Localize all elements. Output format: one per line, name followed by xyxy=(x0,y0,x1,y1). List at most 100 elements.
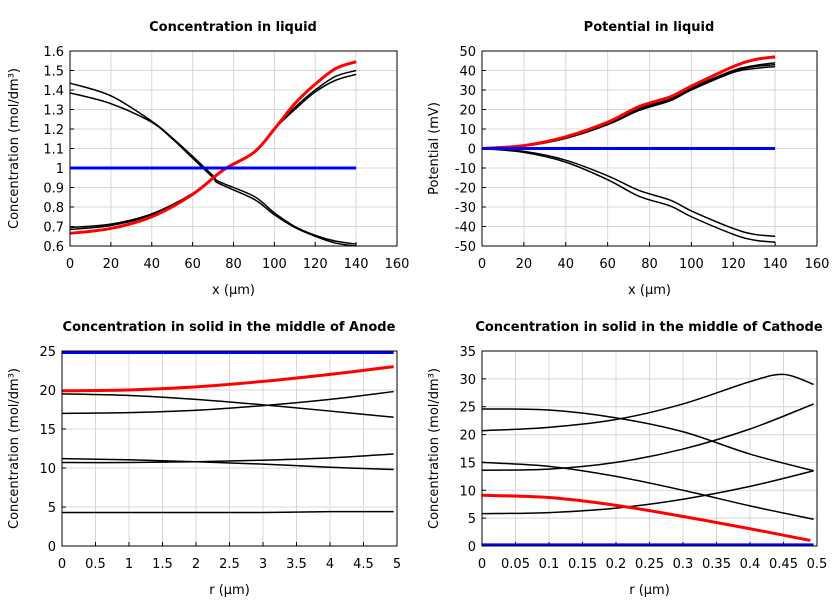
series-line-1 xyxy=(69,82,357,245)
plot-frame xyxy=(481,350,818,547)
x-tick-label: 3.5 xyxy=(286,557,307,572)
x-tick-label: 0 xyxy=(66,257,74,272)
y-tick-label: -50 xyxy=(455,240,476,255)
plot-frame xyxy=(481,50,818,247)
y-tick-label: 10 xyxy=(39,462,56,477)
series-line-4 xyxy=(61,453,394,464)
x-tick-label: 20 xyxy=(103,257,120,272)
y-axis-label: Concentration (mol/dm³) xyxy=(427,368,442,529)
x-tick-label: 100 xyxy=(262,257,287,272)
y-tick-label: 1.6 xyxy=(43,45,64,60)
y-tick-label: 30 xyxy=(459,84,476,99)
x-tick-label: 120 xyxy=(303,257,328,272)
series-line-5 xyxy=(481,147,776,243)
y-tick-label: 15 xyxy=(459,456,476,471)
x-tick-label: 60 xyxy=(184,257,201,272)
x-tick-label: 3 xyxy=(259,557,267,572)
x-tick-label: 0.25 xyxy=(635,557,664,572)
chart-title: Potential in liquid xyxy=(584,20,715,35)
subplot-3: Concentration in solid in the middle of … xyxy=(7,320,401,598)
y-tick-label: 1.5 xyxy=(43,65,64,80)
y-tick-label: 10 xyxy=(459,123,476,138)
y-tick-label: 40 xyxy=(459,65,476,80)
series-line-6 xyxy=(481,493,811,542)
x-tick-label: 80 xyxy=(225,257,242,272)
x-tick-label: 0.1 xyxy=(539,557,560,572)
y-tick-label: 1 xyxy=(56,162,64,177)
series-line-4 xyxy=(481,147,776,237)
x-tick-label: 20 xyxy=(516,257,533,272)
x-tick-label: 0.15 xyxy=(568,557,597,572)
x-tick-label: 40 xyxy=(557,257,574,272)
series-line-5 xyxy=(481,470,814,515)
y-axis-label: Concentration (mol/dm³) xyxy=(7,68,22,229)
series-line-3 xyxy=(481,65,776,150)
y-tick-label: 0 xyxy=(468,143,476,158)
x-tick-label: 0.05 xyxy=(501,557,530,572)
series-line-5 xyxy=(62,510,394,514)
y-axis-label: Potential (mV) xyxy=(427,102,442,195)
y-tick-label: -30 xyxy=(455,201,476,216)
series-line-1 xyxy=(481,408,814,472)
y-tick-label: 25 xyxy=(459,401,476,416)
y-tick-label: 20 xyxy=(459,429,476,444)
x-tick-label: 5 xyxy=(393,557,401,572)
series-line-6 xyxy=(481,55,776,150)
x-tick-label: 80 xyxy=(641,257,658,272)
x-tick-label: 100 xyxy=(679,257,704,272)
y-tick-label: 35 xyxy=(459,345,476,360)
x-tick-label: 1 xyxy=(125,557,133,572)
x-tick-label: 140 xyxy=(763,257,788,272)
y-tick-label: 0.7 xyxy=(43,221,64,236)
x-tick-label: 0.4 xyxy=(740,557,761,572)
x-tick-label: 0 xyxy=(478,257,486,272)
y-tick-label: 0.6 xyxy=(43,240,64,255)
y-tick-label: 0.8 xyxy=(43,201,64,216)
x-tick-label: 0.45 xyxy=(769,557,798,572)
x-tick-label: 2.5 xyxy=(219,557,240,572)
y-tick-label: 1.4 xyxy=(43,84,64,99)
x-tick-label: 40 xyxy=(143,257,160,272)
series-line-5 xyxy=(69,60,357,235)
y-tick-label: 10 xyxy=(459,484,476,499)
x-tick-label: 2 xyxy=(192,557,200,572)
y-tick-label: 0.9 xyxy=(43,182,64,197)
y-tick-label: 15 xyxy=(39,423,56,438)
subplot-4: Concentration in solid in the middle of … xyxy=(427,320,827,598)
series-line-2 xyxy=(61,390,394,415)
x-tick-label: 4.5 xyxy=(353,557,374,572)
x-tick-label: 0 xyxy=(478,557,486,572)
x-tick-label: 0.5 xyxy=(85,557,106,572)
x-tick-label: 0.3 xyxy=(673,557,694,572)
x-tick-label: 140 xyxy=(344,257,369,272)
y-tick-label: -40 xyxy=(455,221,476,236)
y-tick-label: 1.3 xyxy=(43,104,64,119)
y-tick-label: 20 xyxy=(459,104,476,119)
y-tick-label: 20 xyxy=(39,384,56,399)
x-axis-label: x (µm) xyxy=(628,283,671,298)
plot-frame xyxy=(61,350,398,547)
y-tick-label: 30 xyxy=(459,373,476,388)
y-tick-label: 5 xyxy=(468,512,476,527)
series-line-2 xyxy=(481,373,814,432)
x-tick-label: 0 xyxy=(58,557,66,572)
y-tick-label: -20 xyxy=(455,182,476,197)
x-tick-label: 0.35 xyxy=(702,557,731,572)
series-line-3 xyxy=(61,457,394,471)
x-tick-label: 120 xyxy=(721,257,746,272)
series-line-4 xyxy=(481,461,814,520)
series-line-1 xyxy=(61,393,394,419)
subplot-1: Concentration in liquid 0 20 40 60 80 100 120 14… xyxy=(7,20,409,298)
chart-title: Concentration in solid in the middle of … xyxy=(475,320,823,335)
x-axis-label: x (µm) xyxy=(212,283,255,298)
y-axis-label: Concentration (mol/dm³) xyxy=(7,368,22,529)
y-tick-label: -10 xyxy=(455,162,476,177)
y-tick-label: 25 xyxy=(39,345,56,360)
x-tick-label: 1.5 xyxy=(152,557,173,572)
x-tick-label: 0.2 xyxy=(606,557,627,572)
chart-title: Concentration in liquid xyxy=(149,20,317,35)
x-axis-label: r (µm) xyxy=(629,583,670,598)
series-line-1 xyxy=(481,61,776,150)
